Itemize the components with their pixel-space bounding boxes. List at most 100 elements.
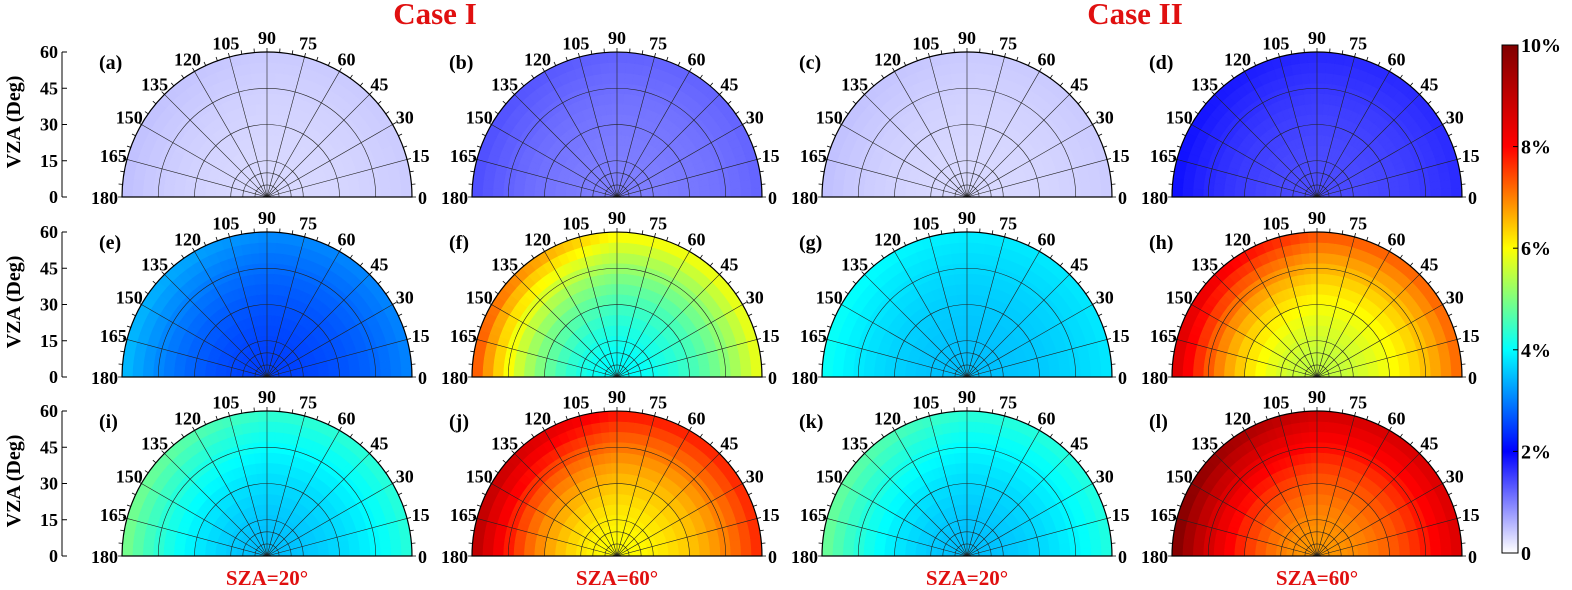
theta-tick-mark (481, 133, 486, 137)
heat-cell (608, 72, 618, 84)
heat-cell (1059, 189, 1071, 198)
theta-tick-mark (494, 111, 499, 115)
theta-tick-mark (327, 241, 331, 246)
heat-cell (266, 113, 273, 125)
heat-cell (483, 170, 496, 182)
theta-tick-mark (1109, 170, 1114, 173)
theta-tick-mark (240, 50, 243, 55)
theta-tick-mark (120, 350, 125, 353)
theta-tick-mark (1265, 56, 1268, 61)
theta-tick-label: 165 (450, 146, 477, 166)
heat-cell (163, 183, 175, 192)
heat-cell (121, 357, 134, 369)
theta-tick-label: 30 (396, 288, 414, 308)
theta-tick-mark (699, 254, 703, 259)
theta-tick-mark (1176, 145, 1181, 148)
heat-cell (401, 367, 413, 378)
heat-cell (1322, 93, 1331, 105)
heat-cell (533, 371, 545, 378)
theta-tick-mark (915, 56, 918, 61)
heat-cell (1399, 190, 1411, 198)
theta-tick-label: 15 (762, 146, 780, 166)
heat-cell (1192, 188, 1204, 198)
heat-cell (966, 124, 973, 136)
theta-tick-mark (327, 61, 331, 66)
theta-tick-mark (881, 74, 885, 79)
theta-tick-label: 105 (1262, 33, 1289, 53)
heat-cell (349, 190, 361, 198)
heat-cell (266, 324, 271, 336)
heat-cell (121, 177, 134, 189)
case-title-1: Case I (393, 0, 477, 31)
theta-tick-mark (820, 170, 825, 173)
theta-tick-mark (377, 280, 382, 285)
theta-tick-label: 30 (396, 108, 414, 128)
heat-cell (597, 51, 609, 64)
heat-cell (1451, 187, 1463, 198)
heat-cell (974, 72, 984, 85)
theta-tick-label: 0 (418, 368, 427, 388)
heat-cell (957, 51, 968, 63)
theta-tick-label: 135 (141, 75, 168, 95)
heat-cell (609, 93, 618, 105)
theta-tick-label: 15 (412, 326, 430, 346)
heat-cell (1316, 93, 1325, 105)
heat-cell (1409, 189, 1421, 198)
heat-cell (609, 273, 618, 285)
theta-tick-label: 180 (791, 188, 818, 208)
heat-cell (1213, 183, 1225, 192)
heat-cell (607, 242, 618, 254)
panel-label: (f) (449, 232, 469, 254)
theta-tick-label: 60 (1388, 49, 1406, 69)
heat-cell (1171, 177, 1184, 189)
theta-tick-mark (203, 61, 207, 66)
heat-cell (607, 62, 618, 74)
heat-cell (1316, 144, 1321, 156)
theta-tick-label: 135 (841, 75, 868, 95)
heat-cell (972, 273, 981, 285)
heat-cell (832, 187, 844, 198)
theta-tick-mark (727, 280, 732, 285)
theta-tick-label: 105 (212, 33, 239, 53)
heat-cell (616, 93, 625, 105)
heat-cell (492, 188, 504, 198)
heat-cell (863, 189, 875, 198)
heat-cell (121, 367, 133, 378)
heat-cell (616, 134, 622, 146)
heat-cell (266, 51, 277, 63)
heat-cell (873, 184, 886, 192)
theta-tick-mark (120, 170, 125, 173)
heat-cell (359, 369, 371, 378)
heat-cell (625, 51, 637, 64)
theta-tick-mark (759, 170, 764, 173)
heat-cell (616, 324, 621, 336)
theta-tick-mark (844, 111, 849, 115)
theta-tick-mark (1427, 100, 1432, 105)
heat-cell (272, 283, 280, 296)
theta-tick-label: 60 (688, 229, 706, 249)
theta-tick-mark (359, 262, 364, 267)
theta-tick-mark (531, 74, 535, 79)
heat-cell (1223, 190, 1235, 198)
theta-tick-mark (1106, 158, 1112, 160)
theta-tick-mark (709, 262, 714, 267)
heat-cell (272, 103, 280, 116)
heat-cell (400, 357, 413, 369)
heat-cell (616, 51, 627, 63)
heat-cell (883, 191, 895, 198)
heat-cell (1171, 187, 1183, 198)
heat-cell (597, 231, 609, 244)
heat-cell (616, 314, 622, 326)
theta-tick-label: 45 (370, 255, 388, 275)
theta-tick-mark (359, 82, 364, 87)
heat-cell (513, 369, 525, 378)
theta-tick-mark (349, 74, 353, 79)
heat-cell (390, 367, 402, 378)
theta-tick-mark (1059, 82, 1064, 87)
heat-cell (483, 350, 496, 362)
theta-tick-mark (304, 52, 306, 58)
theta-tick-mark (1278, 52, 1280, 58)
theta-tick-mark (377, 100, 382, 105)
theta-tick-mark (502, 100, 507, 105)
